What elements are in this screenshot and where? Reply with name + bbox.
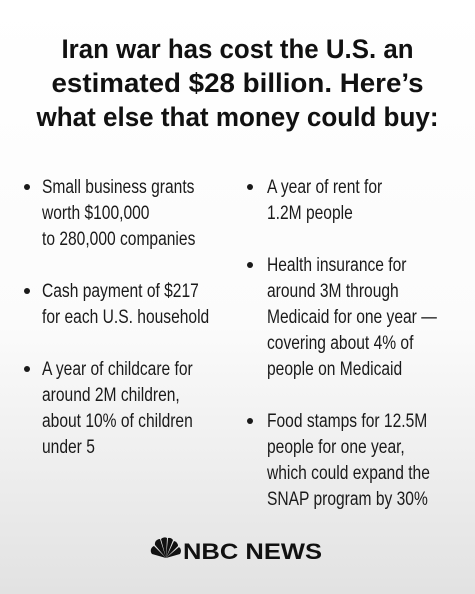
item-line: Medicaid for one year — bbox=[267, 305, 437, 327]
title-line: estimated $28 billion. Here’s bbox=[52, 68, 424, 98]
item-line: Cash payment of $217 bbox=[42, 279, 199, 301]
item-line: under 5 bbox=[42, 435, 95, 457]
bullet bbox=[247, 184, 253, 190]
title-line: Iran war has cost the U.S. an bbox=[62, 34, 414, 64]
item-line: A year of rent for bbox=[267, 175, 382, 197]
item-line: 1.2M people bbox=[267, 201, 353, 223]
item-line: SNAP program by 30% bbox=[267, 487, 428, 509]
item-line: people for one year, bbox=[267, 435, 405, 457]
item-line: covering about 4% of bbox=[267, 331, 414, 353]
item-line: which could expand the bbox=[266, 461, 430, 483]
item-line: people on Medicaid bbox=[267, 357, 402, 379]
title-line: what else that money could buy: bbox=[36, 102, 439, 132]
bullet bbox=[24, 288, 30, 294]
item-line: Health insurance for bbox=[267, 253, 407, 275]
bullet bbox=[247, 262, 253, 268]
item-line: worth $100,000 bbox=[41, 201, 149, 223]
item-line: for each U.S. household bbox=[42, 305, 209, 327]
item-line: about 10% of children bbox=[42, 409, 193, 431]
brand: NBC NEWS bbox=[183, 539, 322, 564]
item-line: around 3M through bbox=[267, 279, 399, 301]
item-line: Food stamps for 12.5M bbox=[267, 409, 427, 431]
nbc-logo-icon bbox=[150, 537, 181, 558]
item-line: to 280,000 companies bbox=[42, 227, 196, 249]
item-line: Small business grants bbox=[42, 175, 195, 197]
bullet bbox=[24, 366, 30, 372]
bullet bbox=[247, 418, 253, 424]
item-line: A year of childcare for bbox=[42, 357, 193, 379]
item-line: around 2M children, bbox=[42, 383, 180, 405]
bullet bbox=[24, 184, 30, 190]
